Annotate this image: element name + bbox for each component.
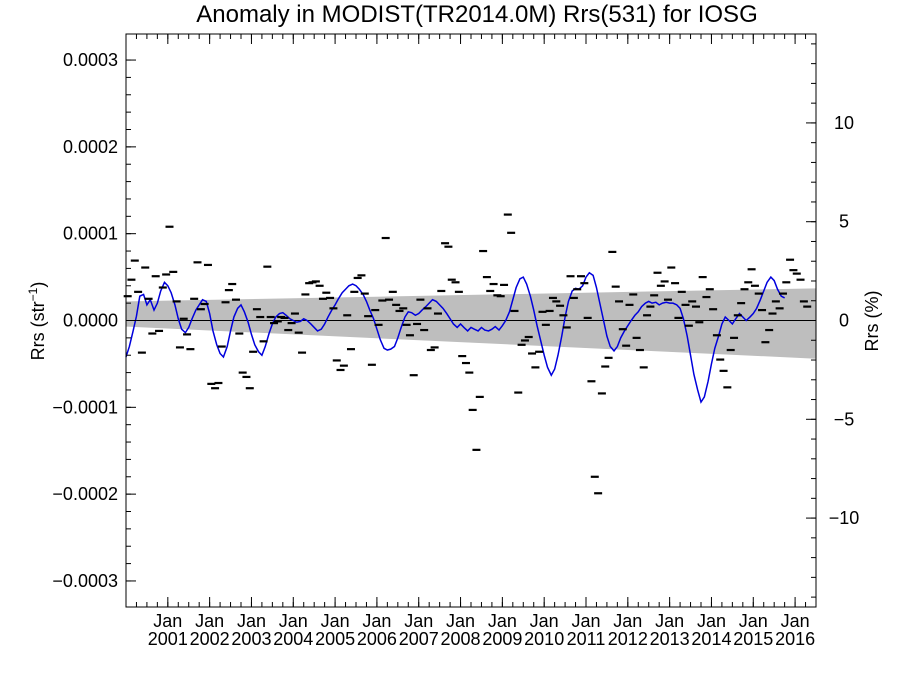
x-tick-label-year: 2004 xyxy=(273,629,313,649)
uncertainty-band xyxy=(126,288,816,359)
x-tick-label-month: Jan xyxy=(237,611,266,631)
x-tick-label-year: 2007 xyxy=(399,629,439,649)
x-tick-label-year: 2006 xyxy=(357,629,397,649)
y-left-tick-label: 0.0002 xyxy=(63,137,118,157)
x-tick-label-year: 2002 xyxy=(190,629,230,649)
x-tick-label-month: Jan xyxy=(697,611,726,631)
y-left-tick-label: 0.0003 xyxy=(63,50,118,70)
y-left-tick-label: −0.0001 xyxy=(52,397,118,417)
y-axis-left-label-base: Rrs (str xyxy=(28,301,48,360)
x-tick-label-month: Jan xyxy=(530,611,559,631)
x-tick-label-year: 2013 xyxy=(650,629,690,649)
x-tick-label-year: 2011 xyxy=(567,629,606,649)
x-tick-label-month: Jan xyxy=(362,611,391,631)
x-tick-label-month: Jan xyxy=(781,611,810,631)
y-axis-right-label: Rrs (%) xyxy=(862,291,882,352)
x-tick-label-year: 2016 xyxy=(775,629,815,649)
monthly-anomaly-layer xyxy=(123,213,812,495)
x-tick-label-year: 2008 xyxy=(441,629,481,649)
y-left-tick-label: 0.0001 xyxy=(63,224,118,244)
y-axis-left-ticks: 0.0003 0.0002 0.0001 0.0000 −0.0001 −0.0002 −0… xyxy=(52,50,136,591)
x-axis-ticks: Jan2001Jan2002Jan2003Jan2004Jan2005Jan20… xyxy=(125,34,817,649)
x-tick-label-year: 2009 xyxy=(482,629,522,649)
running-mean-line xyxy=(125,271,785,404)
y-right-tick-label: 5 xyxy=(839,212,849,232)
y-right-tick-label: −5 xyxy=(834,409,855,429)
x-tick-label-year: 2014 xyxy=(691,629,731,649)
y-left-tick-label: −0.0002 xyxy=(52,484,118,504)
y-axis-left-label-close: ) xyxy=(28,282,48,288)
x-tick-label-month: Jan xyxy=(613,611,642,631)
x-tick-label-year: 2012 xyxy=(608,629,648,649)
x-tick-label-month: Jan xyxy=(739,611,768,631)
y-right-tick-label: 10 xyxy=(834,113,854,133)
y-axis-right-ticks: 10 5 0 −5 −10 xyxy=(806,43,860,598)
x-tick-label-month: Jan xyxy=(488,611,517,631)
x-tick-label-month: Jan xyxy=(321,611,350,631)
y-left-tick-label: 0.0000 xyxy=(63,311,118,331)
x-tick-label-month: Jan xyxy=(279,611,308,631)
x-tick-label-year: 2010 xyxy=(524,629,564,649)
uncertainty-band-layer xyxy=(126,288,816,359)
running-mean-layer xyxy=(125,271,785,404)
x-tick-label-month: Jan xyxy=(571,611,600,631)
y-left-tick-label: −0.0003 xyxy=(52,571,118,591)
x-tick-label-month: Jan xyxy=(655,611,684,631)
x-tick-label-month: Jan xyxy=(195,611,224,631)
y-axis-left-label-exponent: −1 xyxy=(26,287,40,301)
x-tick-label-year: 2003 xyxy=(231,629,271,649)
x-tick-label-month: Jan xyxy=(153,611,182,631)
y-axis-left-label: Rrs (str−1) xyxy=(26,282,48,361)
y-right-tick-label: −10 xyxy=(829,508,860,528)
x-tick-label-year: 2005 xyxy=(315,629,355,649)
chart-title: Anomaly in MODIST(TR2014.0M) Rrs(531) fo… xyxy=(196,1,757,28)
x-tick-label-year: 2015 xyxy=(733,629,773,649)
x-tick-label-year: 2001 xyxy=(148,629,188,649)
x-tick-label-month: Jan xyxy=(446,611,475,631)
y-right-tick-label: 0 xyxy=(839,311,849,331)
x-tick-label-month: Jan xyxy=(404,611,433,631)
